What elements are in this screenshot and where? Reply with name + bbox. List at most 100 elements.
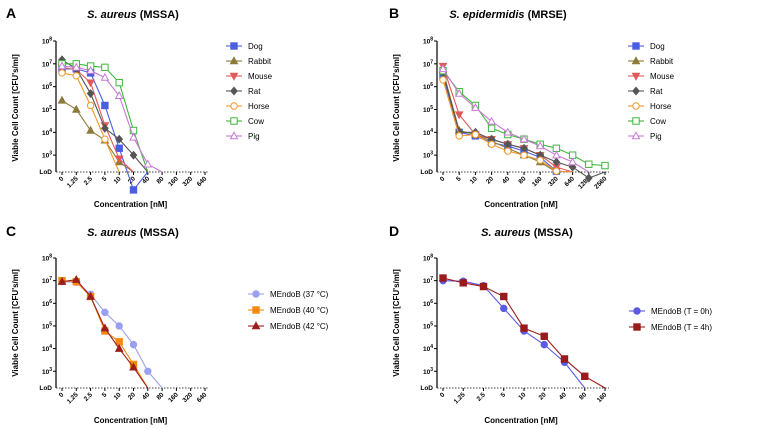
data-point — [114, 155, 124, 164]
y-tick-label: 106 — [423, 82, 433, 91]
legend-label: Rat — [650, 87, 663, 96]
x-tick-label: 2.5 — [476, 391, 488, 403]
data-point — [115, 144, 123, 152]
x-tick-label: 80 — [155, 391, 165, 401]
data-point — [520, 324, 528, 332]
data-point — [143, 159, 153, 168]
data-point — [503, 127, 513, 136]
lod-label: LoD — [420, 169, 433, 176]
legend-marker — [229, 131, 239, 140]
y-tick-label: 108 — [423, 254, 433, 263]
y-tick-label: 107 — [42, 276, 52, 285]
chart-title: S. aureus (MSSA) — [87, 9, 179, 21]
data-point — [454, 111, 464, 120]
data-point — [471, 130, 480, 139]
y-tick-label: 104 — [42, 344, 52, 353]
data-point — [536, 156, 544, 164]
legend-label: Dog — [650, 42, 665, 51]
legend-marker — [631, 131, 641, 140]
data-point — [129, 150, 138, 160]
legend-label: Rat — [248, 87, 261, 96]
legend-marker — [633, 307, 641, 315]
data-point — [129, 186, 138, 194]
series-rat — [439, 68, 606, 183]
x-tick-label: 2.5 — [83, 391, 95, 403]
x-axis-label: Concentration [nM] — [94, 200, 168, 209]
x-tick-label: 40 — [501, 175, 511, 185]
data-point — [115, 322, 123, 330]
series-horse — [58, 69, 120, 173]
data-point — [144, 367, 152, 375]
y-tick-label: 106 — [42, 299, 52, 308]
data-point — [114, 91, 124, 99]
series-mendob-40-c- — [58, 276, 149, 389]
data-point — [568, 162, 577, 172]
legend-label: MEndoB (T = 4h) — [651, 323, 712, 332]
x-tick-label: 10 — [469, 175, 479, 185]
x-tick-label: 160 — [596, 391, 609, 404]
x-axis-label: Concentration [nM] — [484, 416, 558, 425]
panel-letter: D — [389, 223, 399, 239]
legend-marker — [632, 42, 640, 50]
x-tick-label: 80 — [517, 175, 527, 185]
data-point — [86, 291, 95, 300]
data-point — [57, 61, 67, 70]
x-tick-label: 40 — [141, 391, 151, 401]
data-point — [100, 72, 110, 81]
series-mendob-37-c- — [58, 277, 163, 389]
data-point — [86, 89, 95, 99]
chart-title: S. epidermidis (MRSE) — [449, 9, 567, 21]
x-tick-label: 20 — [485, 175, 495, 185]
data-point — [101, 101, 109, 110]
x-tick-label: 5 — [500, 391, 508, 399]
data-point — [500, 292, 508, 301]
x-tick-label: 640 — [196, 391, 209, 404]
x-tick-label: 0 — [439, 391, 447, 399]
x-tick-label: 160 — [531, 175, 544, 188]
panel-letter: A — [6, 5, 16, 21]
y-tick-label: 103 — [42, 367, 52, 376]
x-tick-label: 80 — [155, 175, 165, 185]
legend-label: Rabbit — [650, 57, 674, 66]
series-mendob-t-0h- — [439, 276, 586, 389]
y-tick-label: 103 — [423, 367, 433, 376]
data-point — [115, 134, 124, 144]
y-tick-label: 105 — [423, 105, 433, 114]
legend-label: Mouse — [650, 72, 675, 81]
data-point — [129, 340, 138, 349]
y-tick-label: 107 — [423, 276, 433, 285]
series-line — [442, 72, 606, 179]
legend-marker — [252, 290, 260, 298]
x-tick-label: 160 — [167, 175, 180, 188]
data-point — [114, 343, 124, 352]
data-point — [568, 157, 577, 166]
data-point — [86, 79, 95, 88]
data-point — [519, 134, 529, 143]
series-pig — [438, 64, 590, 173]
y-axis-label: Viable Cell Count [CFU's/ml] — [11, 269, 20, 377]
x-tick-label: 20 — [538, 391, 548, 401]
data-point — [439, 274, 447, 282]
data-point — [115, 78, 123, 87]
data-point — [57, 95, 67, 104]
legend-label: MEndoB (37 °C) — [270, 290, 329, 299]
series-line — [442, 68, 590, 173]
data-point — [585, 160, 593, 168]
data-point — [438, 64, 448, 73]
y-tick-label: 103 — [423, 151, 433, 160]
y-tick-label: 108 — [423, 37, 433, 46]
data-point — [454, 88, 464, 97]
x-tick-label: 5 — [101, 175, 109, 183]
data-point — [100, 323, 110, 332]
legend-marker — [633, 323, 641, 331]
series-line — [442, 65, 573, 173]
series-mendob-42-c- — [57, 274, 149, 389]
y-tick-label: 107 — [42, 59, 52, 68]
legend-label: MEndoB (T = 0h) — [651, 307, 712, 316]
x-tick-label: 5 — [101, 391, 109, 399]
x-tick-label: 0 — [58, 175, 66, 183]
y-tick-label: 103 — [42, 151, 52, 160]
x-tick-label: 80 — [578, 391, 588, 401]
y-tick-label: 104 — [423, 128, 433, 137]
